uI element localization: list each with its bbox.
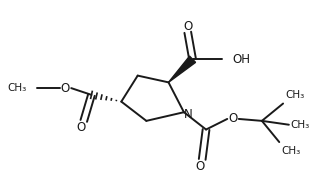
Text: O: O xyxy=(228,112,238,125)
Polygon shape xyxy=(169,56,196,82)
Text: CH₃: CH₃ xyxy=(285,90,304,100)
Text: O: O xyxy=(183,20,193,33)
Text: N: N xyxy=(183,108,192,121)
Text: OH: OH xyxy=(232,53,250,66)
Text: CH₃: CH₃ xyxy=(281,146,300,156)
Text: O: O xyxy=(76,121,86,134)
Text: CH₃: CH₃ xyxy=(291,120,310,130)
Text: O: O xyxy=(61,82,70,95)
Text: O: O xyxy=(196,160,205,173)
Text: CH₃: CH₃ xyxy=(8,83,27,93)
